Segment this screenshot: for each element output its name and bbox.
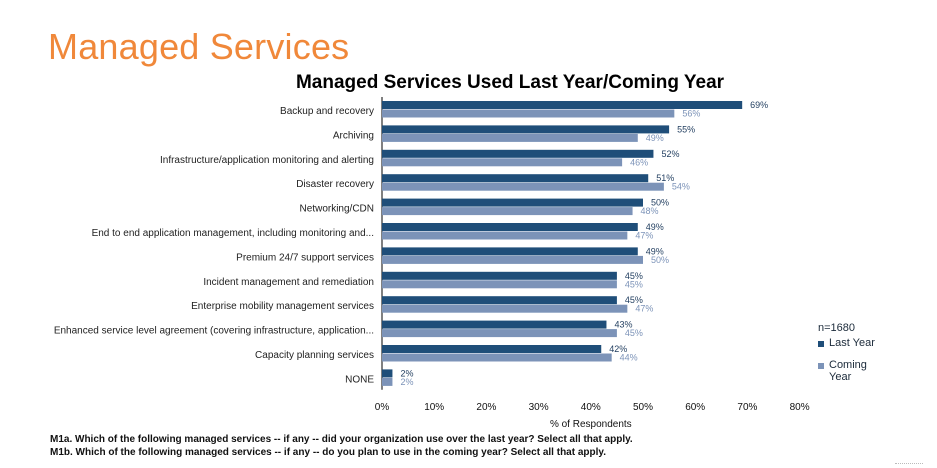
- bar-coming-year: [382, 109, 675, 118]
- legend-label-last-year: Last Year: [829, 337, 875, 349]
- footnote-m1a: M1a. Which of the following managed serv…: [50, 434, 633, 445]
- bar-last-year: [382, 125, 670, 134]
- category-label: Backup and recovery: [280, 106, 374, 117]
- legend-item-coming-year: Coming Year: [818, 359, 875, 383]
- bar-last-year: [382, 345, 602, 353]
- sample-size-label: n=1680: [818, 322, 856, 334]
- x-tick-label: 40%: [581, 402, 601, 413]
- category-label: Incident management and remediation: [203, 277, 374, 288]
- x-tick-label: 0%: [375, 402, 390, 413]
- bar-last-year: [382, 101, 743, 109]
- bar-coming-year: [382, 133, 638, 142]
- data-label-coming-year: 45%: [625, 279, 643, 289]
- data-label-coming-year: 56%: [682, 109, 700, 119]
- x-tick-label: 20%: [476, 402, 496, 413]
- bar-coming-year: [382, 255, 643, 264]
- x-tick-label: 70%: [737, 402, 757, 413]
- legend: n=1680 Last Year Coming Year: [818, 322, 875, 393]
- category-label: Disaster recovery: [296, 179, 374, 190]
- category-label: Capacity planning services: [255, 350, 374, 361]
- bar-coming-year: [382, 280, 617, 289]
- x-tick-label: 60%: [685, 402, 705, 413]
- bar-coming-year: [382, 377, 393, 386]
- data-label-coming-year: 44%: [620, 353, 638, 363]
- bar-coming-year: [382, 304, 628, 313]
- data-label-last-year: 52%: [661, 149, 679, 159]
- category-label: Infrastructure/application monitoring an…: [160, 155, 374, 166]
- footnote-m1b: M1b. Which of the following managed serv…: [50, 447, 607, 458]
- x-tick-label: 50%: [633, 402, 653, 413]
- category-label: Premium 24/7 support services: [236, 252, 374, 263]
- bar-last-year: [382, 369, 393, 378]
- data-label-coming-year: 54%: [672, 182, 690, 192]
- bar-last-year: [382, 198, 643, 207]
- bar-coming-year: [382, 329, 617, 338]
- x-tick-label: 10%: [424, 402, 444, 413]
- legend-label-coming-year: Coming Year: [829, 359, 867, 383]
- category-label: Networking/CDN: [300, 204, 374, 215]
- data-label-coming-year: 45%: [625, 328, 643, 338]
- data-label-last-year: 43%: [614, 320, 632, 330]
- bar-last-year: [382, 174, 649, 183]
- bar-last-year: [382, 271, 617, 280]
- bottom-divider: [895, 463, 923, 464]
- data-label-last-year: 51%: [656, 173, 674, 183]
- x-axis-label: % of Respondents: [550, 419, 632, 430]
- bar-coming-year: [382, 207, 633, 216]
- data-label-last-year: 55%: [677, 124, 695, 134]
- chart-title: Managed Services Used Last Year/Coming Y…: [295, 72, 725, 93]
- data-label-last-year: 45%: [625, 295, 643, 305]
- data-label-coming-year: 49%: [646, 133, 664, 143]
- bar-last-year: [382, 320, 607, 329]
- legend-item-last-year: Last Year: [818, 337, 875, 349]
- data-label-last-year: 42%: [609, 344, 627, 354]
- bar-last-year: [382, 223, 638, 231]
- category-label: Archiving: [333, 130, 374, 141]
- bar-last-year: [382, 149, 654, 158]
- legend-swatch-last-year: [818, 341, 824, 347]
- category-label: Enterprise mobility management services: [191, 301, 374, 312]
- footnotes: M1a. Which of the following managed serv…: [50, 433, 633, 459]
- bar-coming-year: [382, 231, 628, 240]
- data-label-last-year: 45%: [625, 271, 643, 281]
- data-label-coming-year: 47%: [635, 231, 653, 241]
- data-label-coming-year: 47%: [635, 304, 653, 314]
- bar-coming-year: [382, 158, 623, 167]
- category-label: NONE: [345, 374, 374, 385]
- data-label-last-year: 2%: [400, 368, 413, 378]
- data-label-coming-year: 46%: [630, 157, 648, 167]
- bar-last-year: [382, 296, 617, 305]
- data-label-coming-year: 48%: [641, 206, 659, 216]
- legend-swatch-coming-year: [818, 363, 824, 369]
- bar-coming-year: [382, 182, 664, 191]
- data-label-coming-year: 50%: [651, 255, 669, 265]
- x-tick-label: 30%: [529, 402, 549, 413]
- category-label: End to end application management, inclu…: [92, 228, 374, 239]
- bar-last-year: [382, 247, 638, 256]
- data-label-last-year: 69%: [750, 100, 768, 110]
- page-title: Managed Services: [48, 26, 350, 67]
- data-label-last-year: 50%: [651, 198, 669, 208]
- data-label-coming-year: 2%: [400, 377, 413, 387]
- x-tick-label: 80%: [790, 402, 810, 413]
- data-label-last-year: 49%: [646, 222, 664, 232]
- bar-coming-year: [382, 353, 612, 362]
- data-label-last-year: 49%: [646, 246, 664, 256]
- category-label: Enhanced service level agreement (coveri…: [54, 326, 374, 337]
